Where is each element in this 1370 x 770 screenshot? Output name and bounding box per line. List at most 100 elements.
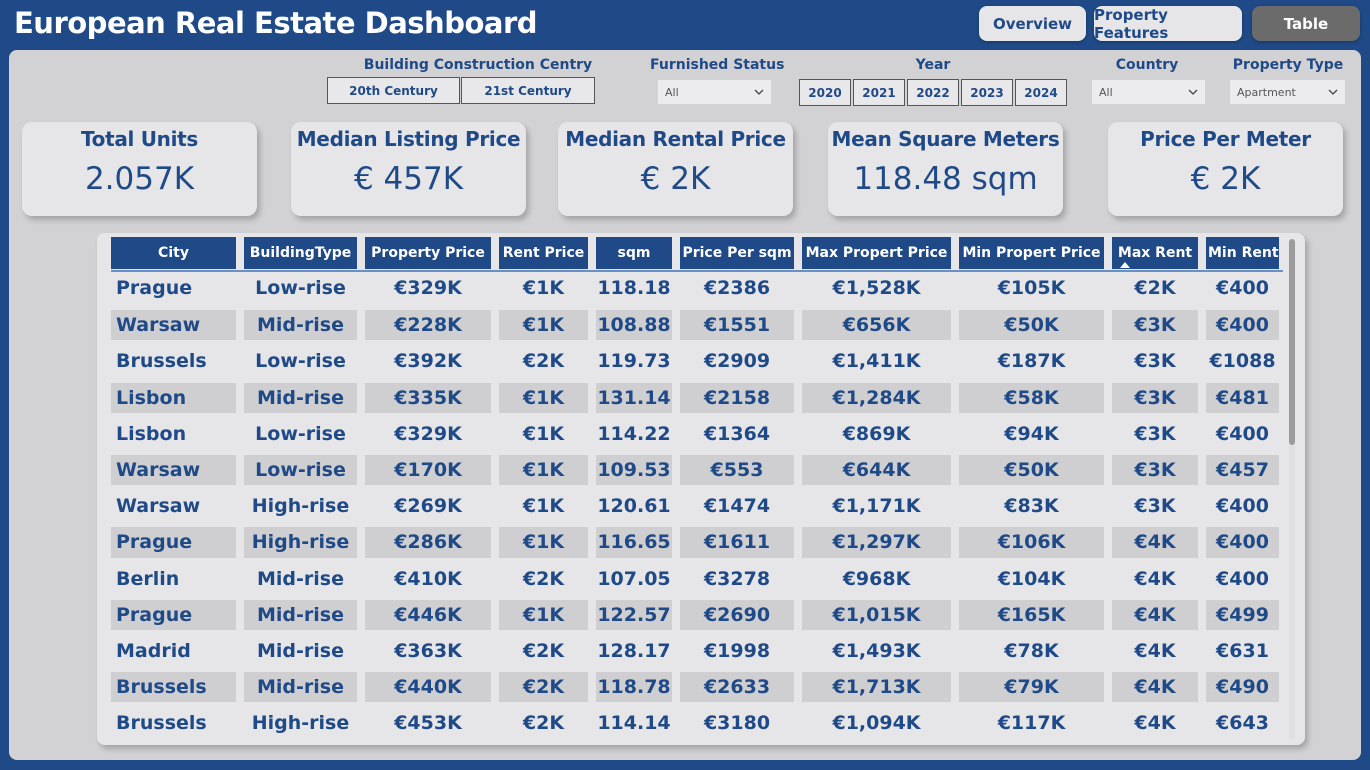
table-row[interactable]: Warsaw Mid-rise €228K €1K 108.88 €1551 €656K €5… (111, 307, 1283, 344)
table-cell: €392K (361, 343, 495, 380)
table-cell: Brussels (111, 343, 240, 380)
table-cell: €2690 (676, 596, 798, 633)
table-cell: €187K (955, 343, 1108, 380)
year-filter-title: Year (915, 57, 951, 73)
kpi-title: Median Listing Price (296, 127, 521, 151)
table-cell: €50K (955, 307, 1108, 344)
table-row[interactable]: Warsaw High-rise €269K €1K 120.61 €1474 €1,171… (111, 488, 1283, 525)
kpi-title: Total Units (80, 127, 199, 151)
column-header-label: Max Rent (1117, 245, 1193, 261)
column-header-max-rent[interactable]: Max Rent (1108, 237, 1202, 271)
column-header-min-propert-price[interactable]: Min Propert Price (955, 237, 1108, 271)
table-cell: €1,015K (798, 596, 955, 633)
table-cell: €3K (1108, 488, 1202, 525)
kpi-value: € 2K (1190, 161, 1261, 197)
furnished-dropdown[interactable]: All (658, 80, 771, 104)
table-cell: Mid-rise (240, 669, 361, 706)
table-cell: €83K (955, 488, 1108, 525)
scrollbar-track[interactable] (1289, 239, 1295, 739)
column-header-label: Property Price (371, 245, 485, 261)
kpi-card-mean-square-meters: Mean Square Meters 118.48 sqm (828, 122, 1063, 216)
table-row[interactable]: Madrid Mid-rise €363K €2K 128.17 €1998 €1,493K… (111, 632, 1283, 670)
table-cell: €50K (955, 451, 1108, 489)
column-header-property-price[interactable]: Property Price (361, 237, 495, 271)
table-cell: €286K (361, 524, 495, 561)
column-header-label: Min Rent (1208, 245, 1279, 261)
table-cell: Warsaw (111, 307, 240, 344)
table-cell: Mid-rise (240, 560, 361, 597)
table-cell: €553 (676, 451, 798, 489)
table-cell: €105K (955, 271, 1108, 308)
century-option-21st[interactable]: 21st Century (461, 77, 595, 104)
year-option-2022[interactable]: 2022 (907, 79, 959, 106)
kpi-card-total-units: Total Units 2.057K (22, 122, 257, 216)
table-cell: €1088 (1202, 343, 1283, 380)
table-row[interactable]: Prague Low-rise €329K €1K 118.18 €2386 €1,528K… (111, 271, 1283, 308)
table-cell: €2K (495, 669, 592, 706)
property-type-dropdown-value: Apartment (1237, 85, 1296, 99)
table-cell: €481 (1202, 379, 1283, 416)
table-cell: €3278 (676, 560, 798, 597)
column-header-buildingtype[interactable]: BuildingType (240, 237, 361, 271)
table-cell: €4K (1108, 560, 1202, 597)
furnished-filter-title: Furnished Status (650, 57, 785, 73)
column-header-min-rent[interactable]: Min Rent (1202, 237, 1283, 271)
century-option-20th[interactable]: 20th Century (327, 77, 460, 104)
table-cell: €329K (361, 271, 495, 308)
table-cell: €656K (798, 307, 955, 344)
table-cell: Lisbon (111, 379, 240, 416)
column-header-rent-price[interactable]: Rent Price (495, 237, 592, 271)
year-option-2024[interactable]: 2024 (1015, 79, 1067, 106)
column-header-label: BuildingType (249, 245, 352, 261)
table-row[interactable]: Warsaw Low-rise €170K €1K 109.53 €553 €644K €50… (111, 451, 1283, 489)
table-row[interactable]: Brussels High-rise €453K €2K 114.14 €3180 €1,0… (111, 705, 1283, 742)
table-row[interactable]: Brussels Low-rise €392K €2K 119.73 €2909 €1,41… (111, 343, 1283, 380)
sort-ascending-icon (1120, 262, 1130, 268)
table-cell: Madrid (111, 632, 240, 670)
table-cell: 118.18 (592, 271, 676, 308)
table-cell: €400 (1202, 307, 1283, 344)
property-type-dropdown[interactable]: Apartment (1230, 80, 1345, 104)
table-cell: Prague (111, 596, 240, 633)
column-header-sqm[interactable]: sqm (592, 237, 676, 271)
column-header-price-per-sqm[interactable]: Price Per sqm (676, 237, 798, 271)
kpi-value: 2.057K (84, 161, 195, 197)
nav-overview-button[interactable]: Overview (979, 6, 1086, 41)
table-cell: High-rise (240, 705, 361, 742)
kpi-title: Median Rental Price (565, 127, 786, 151)
nav-property-features-button[interactable]: Property Features (1094, 6, 1242, 42)
year-option-2023[interactable]: 2023 (961, 79, 1013, 106)
column-header-city[interactable]: City (111, 237, 240, 271)
table-row[interactable]: Lisbon Low-rise €329K €1K 114.22 €1364 €869K €9… (111, 415, 1283, 452)
kpi-card-price-per-meter: Price Per Meter € 2K (1108, 122, 1343, 216)
column-header-label: City (158, 245, 189, 261)
table-cell: €1K (495, 488, 592, 525)
table-cell: €490 (1202, 669, 1283, 706)
table-row[interactable]: Brussels Mid-rise €440K €2K 118.78 €2633 €1,71… (111, 669, 1283, 706)
year-option-2021[interactable]: 2021 (853, 79, 905, 106)
table-row[interactable]: Lisbon Mid-rise €335K €1K 131.14 €2158 €1,284K… (111, 379, 1283, 416)
column-header-max-propert-price[interactable]: Max Propert Price (798, 237, 955, 271)
table-cell: 116.65 (592, 524, 676, 561)
nav-table-button[interactable]: Table (1252, 6, 1360, 41)
table-cell: Mid-rise (240, 632, 361, 670)
table-row[interactable]: Berlin Mid-rise €410K €2K 107.05 €3278 €968K €1… (111, 560, 1283, 597)
table-cell: €631 (1202, 632, 1283, 670)
table-row[interactable]: Prague Mid-rise €446K €1K 122.57 €2690 €1,015K… (111, 596, 1283, 633)
table-cell: €2K (495, 705, 592, 742)
table-row[interactable]: Prague High-rise €286K €1K 116.65 €1611 €1,297… (111, 524, 1283, 561)
table-cell: €1K (495, 451, 592, 489)
table-cell: €4K (1108, 524, 1202, 561)
table-header-row: City BuildingType Property Price Rent Price… (111, 237, 1283, 271)
table-cell: Brussels (111, 669, 240, 706)
scrollbar-thumb[interactable] (1289, 239, 1295, 445)
kpi-card-median-rental-price: Median Rental Price € 2K (558, 122, 793, 216)
country-dropdown[interactable]: All (1092, 80, 1205, 104)
main-panel: Building Construction Centry 20th Centur… (9, 50, 1361, 760)
table-cell: High-rise (240, 524, 361, 561)
table-cell: Prague (111, 271, 240, 308)
year-option-2020[interactable]: 2020 (799, 79, 851, 106)
table-cell: €869K (798, 415, 955, 452)
table-cell: €329K (361, 415, 495, 452)
table-cell: €1K (495, 307, 592, 344)
